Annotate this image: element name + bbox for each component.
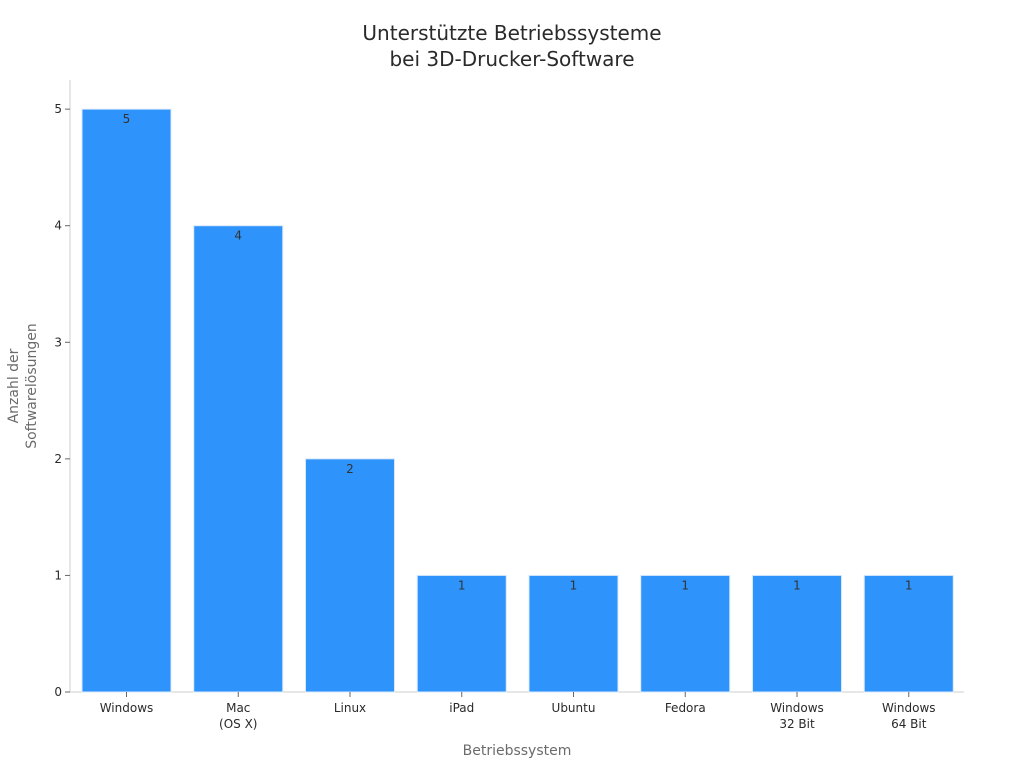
y-tick-label: 1 xyxy=(54,568,62,582)
bars xyxy=(81,108,954,693)
y-tick-label: 2 xyxy=(54,452,62,466)
x-axis-label: Betriebssystem xyxy=(463,743,572,759)
y-tick-label: 5 xyxy=(54,102,62,116)
y-axis-ticks: 0 1 2 3 4 5 xyxy=(54,102,70,699)
bar-value-label: 5 xyxy=(123,112,131,126)
y-axis-label-line: Anzahl der xyxy=(6,348,22,423)
bar xyxy=(863,574,954,693)
bar-value-label: 1 xyxy=(458,578,466,592)
bar xyxy=(305,458,395,693)
chart-title-line: bei 3D-Drucker-Software xyxy=(389,47,634,71)
x-tick-label: Fedora xyxy=(665,701,706,715)
x-axis-label-text: Betriebssystem xyxy=(463,743,572,759)
bar-value-label: 1 xyxy=(570,578,578,592)
bar xyxy=(528,574,619,693)
bar xyxy=(640,574,731,693)
x-tick-label: Windows xyxy=(100,701,154,715)
bar-value-label: 2 xyxy=(346,462,354,476)
x-tick-label: Windows xyxy=(770,701,824,715)
bar xyxy=(81,108,172,693)
x-tick-label: 64 Bit xyxy=(891,717,927,731)
bar xyxy=(193,225,284,693)
x-tick-label: Windows xyxy=(882,701,936,715)
bar-value-label: 4 xyxy=(234,229,242,243)
y-axis-label-line: Softwarelösungen xyxy=(24,323,40,449)
x-axis-ticks: Windows Mac (OS X) Linux iPad Ubuntu Fedora Win… xyxy=(100,692,936,731)
x-tick-label: (OS X) xyxy=(219,717,257,731)
bar-value-label: 1 xyxy=(681,578,689,592)
bar xyxy=(752,574,842,693)
x-tick-label: 32 Bit xyxy=(779,717,815,731)
y-axis-label: Anzahl der Softwarelösungen xyxy=(6,323,40,449)
bar xyxy=(416,574,507,693)
x-tick-label: Linux xyxy=(334,701,366,715)
x-tick-label: Mac xyxy=(226,701,250,715)
y-tick-label: 0 xyxy=(54,685,62,699)
y-tick-label: 4 xyxy=(54,219,62,233)
data-labels: 5 4 2 1 1 1 1 1 xyxy=(123,112,913,592)
bar-value-label: 1 xyxy=(793,578,801,592)
y-tick-label: 3 xyxy=(54,335,62,349)
x-tick-label: Ubuntu xyxy=(552,701,596,715)
x-tick-label: iPad xyxy=(449,701,474,715)
bar-value-label: 1 xyxy=(905,578,913,592)
chart-title-line: Unterstützte Betriebssysteme xyxy=(362,21,661,45)
